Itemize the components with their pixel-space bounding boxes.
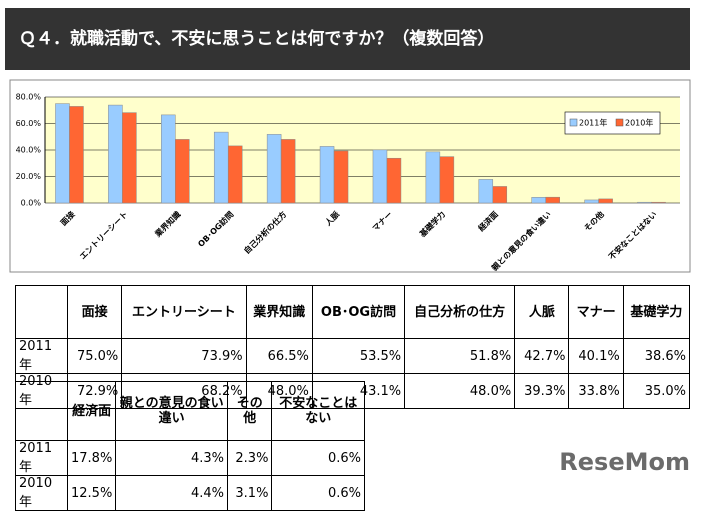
bar xyxy=(372,149,388,204)
bar xyxy=(280,139,296,204)
bar xyxy=(213,131,229,204)
chart: 0.0%20.0%40.0%60.0%80.0%面接 エントリーシート 業界知識 OB… xyxy=(9,79,691,273)
value-cell: 48.0% xyxy=(404,373,516,409)
data-row: 2011年 17.8% 4.3% 2.3% 0.6% xyxy=(15,440,365,476)
page: Ｑ４．就職活動で、不安に思うことは何ですか？（複数回答） 0.0% 20.0% 40… xyxy=(5,8,691,511)
legend-label: 2010年 xyxy=(625,118,653,128)
bar xyxy=(439,156,455,204)
bar xyxy=(266,134,282,204)
value-cell: 4.4% xyxy=(115,475,228,511)
legend-swatch xyxy=(615,118,624,127)
bar xyxy=(122,112,137,204)
y-tick-label: 60.0% xyxy=(16,119,42,128)
row-header: 2011年 xyxy=(15,440,68,476)
watermark: ReseMom xyxy=(559,448,690,476)
row-header: 2011年 xyxy=(15,338,68,374)
header-title: Ｑ４．就職活動で、不安に思うことは何ですか？（複数回答） xyxy=(5,8,690,70)
bar xyxy=(55,103,70,204)
bar xyxy=(651,201,666,204)
bar xyxy=(598,198,613,204)
data-row: 2011年 75.0% 73.9% 66.5% 53.5% 51.8% 42.7% 40.1%… xyxy=(15,338,691,374)
value-cell: 73.9% xyxy=(121,338,247,374)
value-cell: 75.0% xyxy=(66,338,123,374)
value-cell: 39.3% xyxy=(514,373,570,409)
legend-frame xyxy=(564,111,661,135)
corner-cell xyxy=(15,381,68,441)
bar xyxy=(319,146,335,204)
value-cell: 40.1% xyxy=(568,338,624,374)
column-header: 基礎学力 xyxy=(622,285,691,339)
bar xyxy=(69,106,84,204)
header-row: 面接 エントリーシート 業界知識 OB･OG訪問 自己分析の仕方 人脈 マナー 基礎学力 xyxy=(15,285,691,339)
column-header: 人脈 xyxy=(514,285,570,339)
header-row: 経済面 親との意見の食い違い その他 不安なことはない xyxy=(15,381,365,441)
value-cell: 66.5% xyxy=(245,338,313,374)
y-tick-label: 80.0% xyxy=(16,93,42,102)
value-cell: 42.7% xyxy=(514,338,570,374)
column-header: 自己分析の仕方 xyxy=(404,285,516,339)
bar xyxy=(161,114,176,204)
bar xyxy=(175,139,190,204)
column-header: その他 xyxy=(226,381,273,441)
bar xyxy=(108,104,123,204)
bar xyxy=(492,186,508,204)
value-cell: 53.5% xyxy=(311,338,406,374)
y-tick-label: 0.0% xyxy=(21,199,42,208)
value-cell: 0.6% xyxy=(271,475,365,511)
bar xyxy=(584,199,599,204)
bar xyxy=(425,151,441,204)
legend: 2011年 2010年 xyxy=(564,111,661,135)
column-header: 経済面 xyxy=(66,381,117,441)
bar xyxy=(478,179,494,204)
column-header: 面接 xyxy=(66,285,123,339)
value-cell: 51.8% xyxy=(404,338,516,374)
value-cell: 4.3% xyxy=(115,440,228,476)
value-cell: 35.0% xyxy=(622,373,691,409)
bar xyxy=(531,197,546,204)
table-2: 経済面 親との意見の食い違い その他 不安なことはない 2011年 17.8% 4.3% 2.… xyxy=(15,381,365,511)
column-header: マナー xyxy=(568,285,624,339)
value-cell: 2.3% xyxy=(226,440,273,476)
bar xyxy=(637,201,652,204)
legend-label: 2011年 xyxy=(579,118,607,128)
value-cell: 33.8% xyxy=(568,373,624,409)
bar xyxy=(227,145,243,204)
data-row: 2010年 12.5% 4.4% 3.1% 0.6% xyxy=(15,475,365,511)
corner-cell xyxy=(15,285,68,339)
value-cell: 17.8% xyxy=(66,440,117,476)
legend-swatch xyxy=(569,118,578,127)
column-header: エントリーシート xyxy=(121,285,247,339)
column-header: 親との意見の食い違い xyxy=(115,381,228,441)
column-header: OB･OG訪問 xyxy=(311,285,406,339)
bar xyxy=(545,196,560,204)
value-cell: 12.5% xyxy=(66,475,117,511)
y-tick-label: 40.0% xyxy=(16,146,42,155)
column-header: 業界知識 xyxy=(245,285,313,339)
row-header: 2010年 xyxy=(15,475,68,511)
value-cell: 0.6% xyxy=(271,440,365,476)
value-cell: 38.6% xyxy=(622,338,691,374)
value-cell: 3.1% xyxy=(226,475,273,511)
column-header: 不安なことはない xyxy=(271,381,365,441)
bar xyxy=(333,150,349,204)
y-tick-label: 20.0% xyxy=(16,172,42,181)
bar xyxy=(386,157,402,204)
